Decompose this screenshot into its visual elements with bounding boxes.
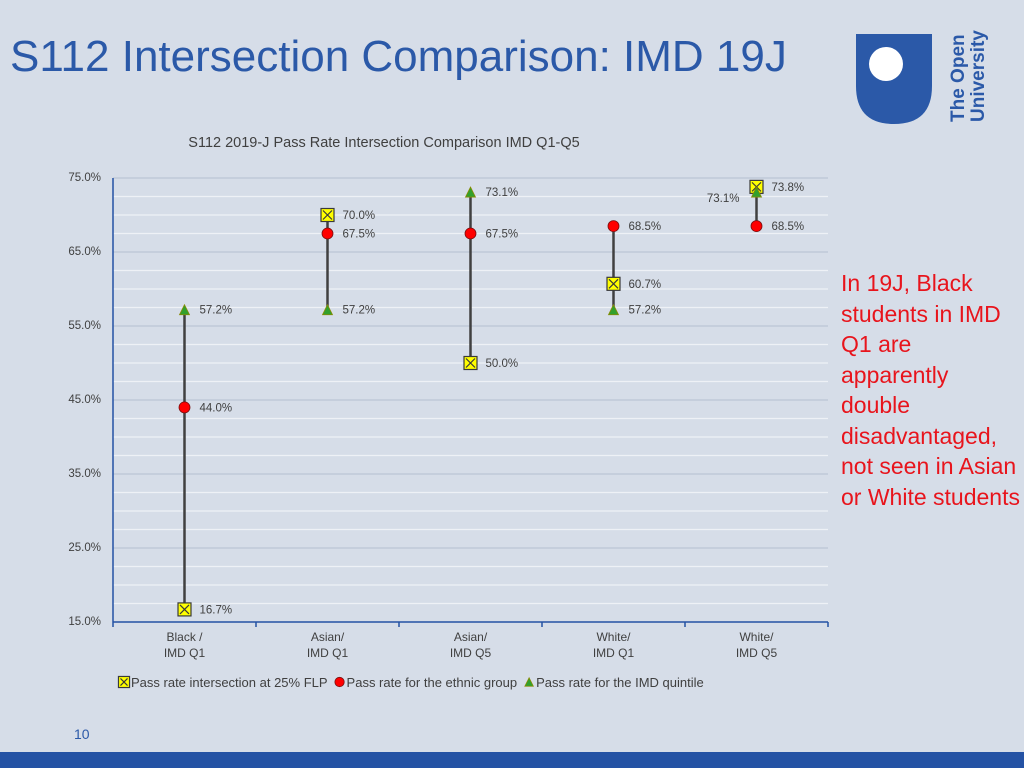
x-tick-label: IMD Q5 (736, 646, 778, 660)
ethnic-group-marker (607, 220, 620, 233)
x-tick-label: IMD Q1 (164, 646, 206, 660)
y-tick-label: 15.0% (68, 616, 101, 628)
x-tick-label: Asian/ (454, 630, 488, 644)
data-label: 73.8% (772, 182, 805, 194)
data-label: 68.5% (629, 221, 662, 233)
data-label: 70.0% (343, 210, 376, 222)
data-label: 44.0% (200, 402, 233, 414)
commentary-note: In 19J, Black students in IMD Q1 are app… (841, 270, 1020, 510)
page-number: 10 (74, 726, 90, 742)
y-tick-label: 55.0% (68, 320, 101, 332)
data-label: 57.2% (200, 305, 233, 317)
x-tick-label: IMD Q1 (593, 646, 635, 660)
ethnic-group-marker (464, 227, 477, 240)
legend-intersection-marker-cross (120, 678, 128, 686)
legend-imd-quintile-marker (524, 676, 534, 687)
legend-label: Pass rate for the ethnic group (347, 675, 518, 690)
x-tick-label: Asian/ (311, 630, 345, 644)
x-tick-label: IMD Q1 (307, 646, 349, 660)
chart-title: S112 2019-J Pass Rate Intersection Compa… (188, 135, 579, 151)
x-tick-label: White/ (739, 630, 774, 644)
imd-quintile-marker (750, 186, 763, 198)
imd-quintile-marker (607, 303, 620, 316)
legend-ethnic-group-marker (334, 676, 345, 688)
x-tick-label: White/ (596, 630, 631, 644)
imd-quintile-marker (321, 303, 334, 316)
page-title: S112 Intersection Comparison: IMD 19J (10, 32, 787, 81)
y-tick-label: 45.0% (68, 394, 101, 406)
data-label: 50.0% (486, 358, 519, 370)
y-tick-label: 65.0% (68, 246, 101, 258)
imd-quintile-marker (178, 303, 191, 316)
logo-text-line1: The Open (948, 34, 969, 122)
x-tick-label: Black / (166, 630, 203, 644)
y-tick-label: 35.0% (68, 468, 101, 480)
ethnic-group-marker (750, 220, 763, 233)
legend-label: Pass rate intersection at 25% FLP (131, 675, 328, 690)
intersection-marker-cross (608, 278, 619, 289)
ethnic-group-marker (178, 401, 191, 414)
data-label: 68.5% (772, 221, 805, 233)
open-university-logo: The Open University (856, 30, 989, 124)
footer-bar (0, 752, 1024, 768)
data-label: 60.7% (629, 279, 662, 291)
data-label: 73.1% (707, 193, 740, 205)
intersection-marker-cross (322, 210, 333, 220)
logo-text-line2: University (968, 30, 989, 122)
y-tick-label: 75.0% (68, 172, 101, 184)
logo-dot (869, 47, 903, 81)
data-label: 57.2% (629, 305, 662, 317)
x-tick-label: IMD Q5 (450, 646, 492, 660)
ethnic-group-marker (321, 227, 334, 240)
data-label: 67.5% (343, 229, 376, 241)
legend-label: Pass rate for the IMD quintile (536, 675, 704, 690)
imd-quintile-marker (464, 186, 477, 198)
intersection-marker-cross (465, 358, 476, 368)
data-label: 67.5% (486, 229, 519, 241)
data-label: 16.7% (200, 604, 233, 616)
data-label: 57.2% (343, 305, 376, 317)
data-label: 73.1% (486, 187, 519, 199)
y-tick-label: 25.0% (68, 542, 101, 554)
intersection-marker-cross (179, 604, 190, 615)
